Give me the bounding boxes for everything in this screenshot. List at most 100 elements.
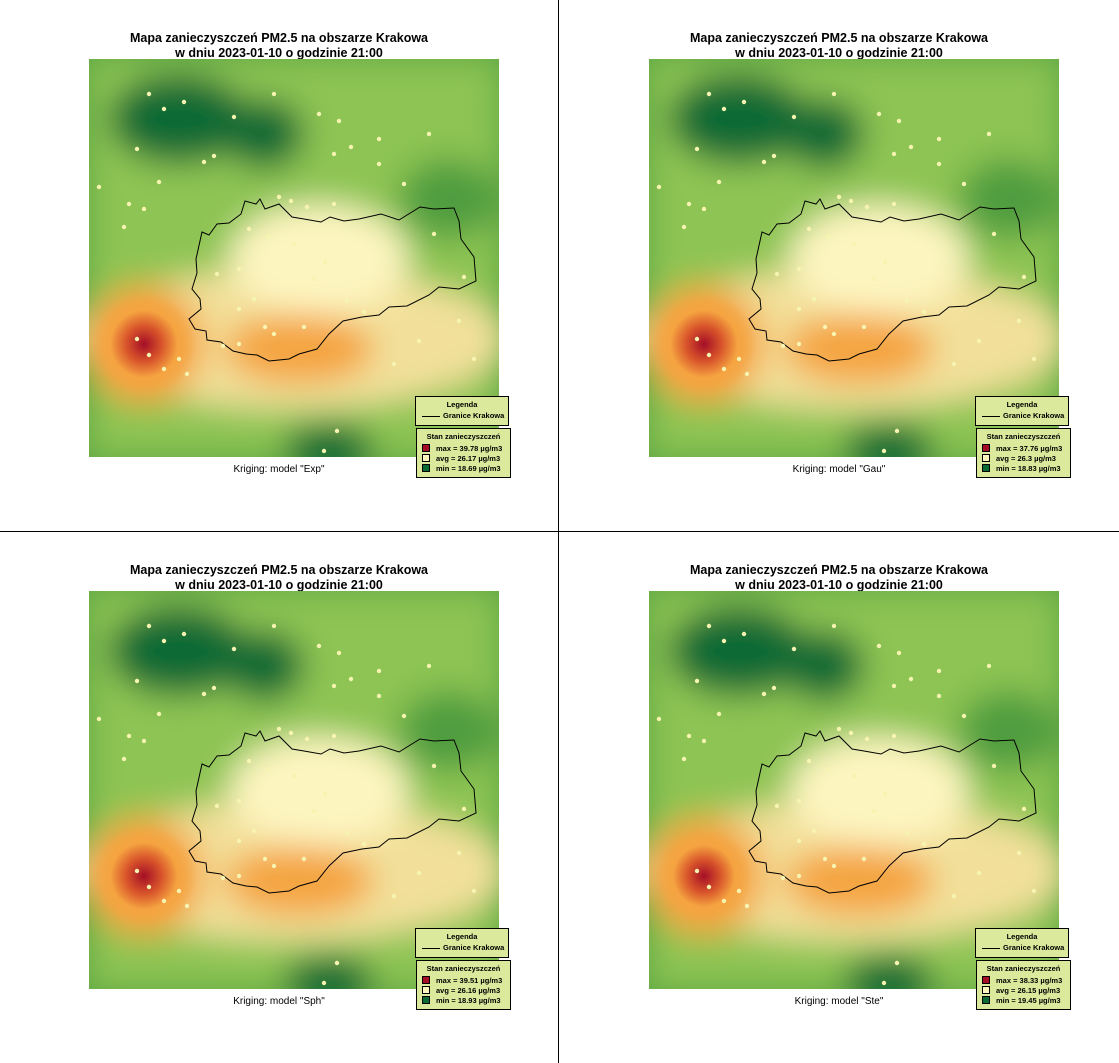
boundary-legend-title: Legenda xyxy=(446,400,478,409)
legend-min-value: min = 18.93 µg/m3 xyxy=(436,996,501,1005)
station-marker xyxy=(141,206,147,212)
map-title-line1: Mapa zanieczyszczeń PM2.5 na obszarze Kr… xyxy=(689,563,989,577)
boundary-legend: Legenda Granice Krakowa xyxy=(415,928,509,958)
station-marker xyxy=(334,428,340,434)
station-marker xyxy=(251,828,257,834)
station-marker xyxy=(271,331,277,337)
legend-avg-row: avg = 26.3 µg/m3 xyxy=(982,454,1056,463)
station-marker xyxy=(976,338,982,344)
station-marker xyxy=(161,898,167,904)
station-marker xyxy=(236,341,242,347)
mid-high-zone xyxy=(224,314,374,384)
station-marker xyxy=(331,733,337,739)
station-marker xyxy=(96,184,102,190)
station-marker xyxy=(721,106,727,112)
station-marker xyxy=(721,366,727,372)
station-marker xyxy=(156,179,162,185)
station-marker xyxy=(426,131,432,137)
boundary-line-swatch xyxy=(422,416,440,417)
station-marker xyxy=(376,668,382,674)
legend-avg-row: avg = 26.15 µg/m3 xyxy=(982,986,1060,995)
station-marker xyxy=(201,691,207,697)
station-marker xyxy=(134,336,140,342)
max-swatch xyxy=(982,444,990,452)
station-marker xyxy=(882,259,888,265)
station-marker xyxy=(348,676,354,682)
pollution-heatmap xyxy=(89,591,499,989)
station-marker xyxy=(796,838,802,844)
map-panel-exp: Mapa zanieczyszczeń PM2.5 na obszarze Kr… xyxy=(0,0,558,531)
mid-zone-center xyxy=(789,204,969,314)
kriging-model-caption: Kriging: model "Gau" xyxy=(792,464,886,475)
station-marker xyxy=(908,676,914,682)
station-marker xyxy=(881,448,887,454)
station-marker xyxy=(1021,806,1027,812)
legend-max-value: max = 38.33 µg/m3 xyxy=(996,976,1063,985)
station-marker xyxy=(246,758,252,764)
station-marker xyxy=(936,693,942,699)
station-marker xyxy=(184,371,190,377)
panel-divider-horizontal xyxy=(0,531,1119,532)
station-marker xyxy=(134,678,140,684)
station-marker xyxy=(96,716,102,722)
station-marker xyxy=(231,646,237,652)
station-marker xyxy=(961,181,967,187)
station-markers xyxy=(96,623,477,986)
station-marker xyxy=(246,226,252,232)
pollution-status-legend: Stan zanieczyszczeń max = 39.51 µg/m3 av… xyxy=(416,960,511,1010)
station-marker xyxy=(741,631,747,637)
status-legend-title: Stan zanieczyszczeń xyxy=(986,964,1061,973)
avg-swatch xyxy=(982,454,990,462)
mid-zone-center xyxy=(789,736,969,846)
station-marker xyxy=(761,691,767,697)
map-title: Mapa zanieczyszczeń PM2.5 na obszarze Kr… xyxy=(0,563,558,593)
station-marker xyxy=(871,808,877,814)
station-marker xyxy=(156,711,162,717)
station-marker xyxy=(126,201,132,207)
station-markers xyxy=(656,623,1037,986)
low-zone-e xyxy=(959,691,1059,771)
mid-high-zone xyxy=(224,846,374,916)
contour-layer xyxy=(649,59,1059,457)
station-marker xyxy=(416,870,422,876)
station-marker xyxy=(891,151,897,157)
pollution-status-legend: Stan zanieczyszczeń max = 39.78 µg/m3 av… xyxy=(416,428,511,478)
station-marker xyxy=(236,873,242,879)
min-swatch xyxy=(422,464,430,472)
low-zone-e xyxy=(399,159,499,239)
legend-min-row: min = 19.45 µg/m3 xyxy=(982,996,1061,1005)
low-zone-e xyxy=(959,159,1059,239)
station-marker xyxy=(1016,318,1022,324)
map-title: Mapa zanieczyszczeń PM2.5 na obszarze Kr… xyxy=(560,31,1118,61)
station-marker xyxy=(146,352,152,358)
station-marker xyxy=(301,856,307,862)
max-swatch xyxy=(982,976,990,984)
station-marker xyxy=(271,91,277,97)
station-marker xyxy=(686,201,692,207)
station-marker xyxy=(896,118,902,124)
station-marker xyxy=(161,106,167,112)
station-marker xyxy=(361,309,367,315)
boundary-legend-title: Legenda xyxy=(1006,932,1038,941)
boundary-legend-title: Legenda xyxy=(446,932,478,941)
legend-avg-row: avg = 26.16 µg/m3 xyxy=(422,986,500,995)
station-marker xyxy=(291,241,297,247)
station-marker xyxy=(251,296,257,302)
station-marker xyxy=(826,234,832,240)
station-marker xyxy=(322,259,328,265)
station-marker xyxy=(141,738,147,744)
legend-min-value: min = 18.69 µg/m3 xyxy=(436,464,501,473)
status-legend-title: Stan zanieczyszczeń xyxy=(426,432,501,441)
station-marker xyxy=(780,343,786,349)
station-marker xyxy=(262,324,268,330)
station-marker xyxy=(266,766,272,772)
legend-min-row: min = 18.93 µg/m3 xyxy=(422,996,501,1005)
legend-avg-value: avg = 26.15 µg/m3 xyxy=(996,986,1061,995)
station-marker xyxy=(936,161,942,167)
station-marker xyxy=(214,271,220,277)
station-marker xyxy=(271,623,277,629)
station-marker xyxy=(456,318,462,324)
station-marker xyxy=(376,136,382,142)
station-marker xyxy=(321,448,327,454)
boundary-legend: Legenda Granice Krakowa xyxy=(415,396,509,426)
